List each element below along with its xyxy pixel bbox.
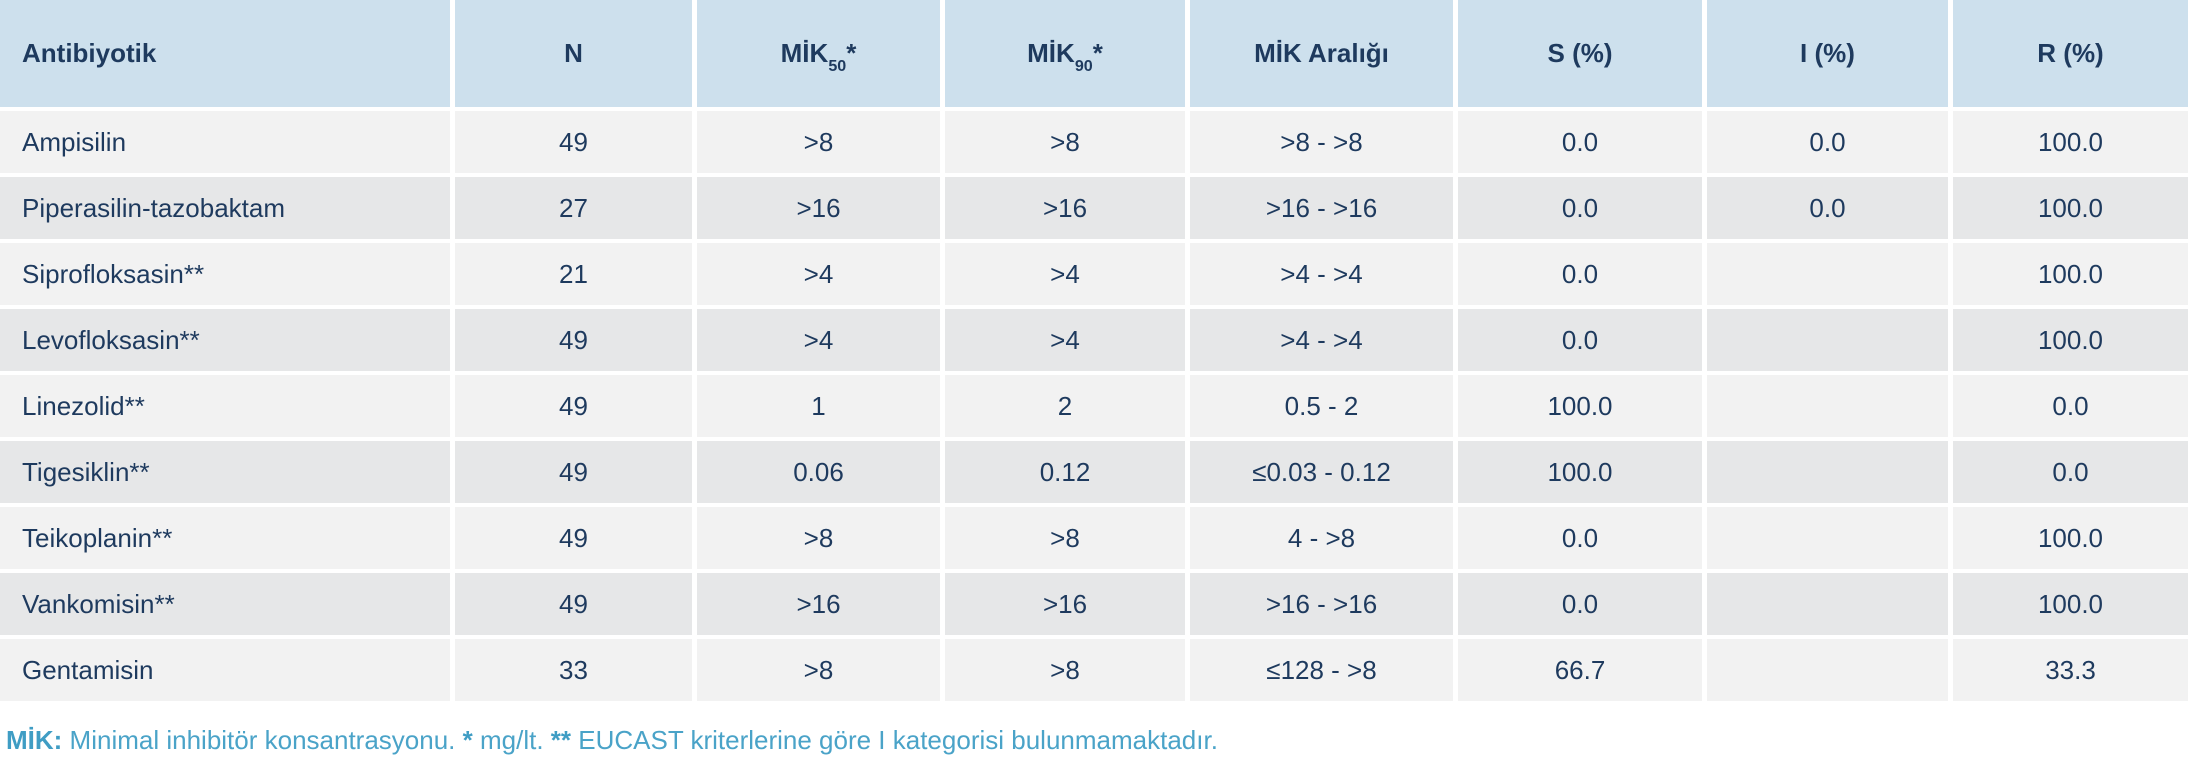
table-cell-mic50: 0.06 — [697, 441, 940, 503]
table-cell-r: 100.0 — [1953, 309, 2188, 371]
table-cell-range: 0.5 - 2 — [1190, 375, 1453, 437]
table-cell-range: >16 - >16 — [1190, 177, 1453, 239]
table-cell-i — [1707, 375, 1948, 437]
column-header-label: I (%) — [1800, 38, 1855, 68]
table-cell-r: 0.0 — [1953, 441, 2188, 503]
table-cell-mic50: >16 — [697, 177, 940, 239]
table-cell-n: 49 — [455, 441, 692, 503]
column-header-label: MİK90* — [1027, 38, 1103, 76]
column-header-mic90: MİK90* — [945, 0, 1185, 107]
table-cell-r: 100.0 — [1953, 243, 2188, 305]
table-cell-mic90: >16 — [945, 177, 1185, 239]
footnote-text: mg/lt. — [472, 725, 551, 755]
footnote-text: Minimal inhibitör konsantrasyonu. — [62, 725, 463, 755]
column-header-r-percent: R (%) — [1953, 0, 2188, 107]
column-header-label: Antibiyotik — [22, 38, 157, 68]
antibiotic-name-cell: Vankomisin** — [0, 573, 450, 635]
table-cell-range: ≤128 - >8 — [1190, 639, 1453, 701]
table-cell-range: 4 - >8 — [1190, 507, 1453, 569]
table-cell-mic90: >4 — [945, 243, 1185, 305]
column-header-antibiyotik: Antibiyotik — [0, 0, 450, 107]
table-cell-n: 49 — [455, 309, 692, 371]
table-cell-i — [1707, 639, 1948, 701]
table-cell-s: 0.0 — [1458, 309, 1702, 371]
table-cell-s: 100.0 — [1458, 375, 1702, 437]
column-header-label: MİK Aralığı — [1254, 38, 1389, 68]
column-header-label: MİK50* — [780, 38, 857, 76]
table-cell-mic50: 1 — [697, 375, 940, 437]
table-cell-mic90: >4 — [945, 309, 1185, 371]
antibiotic-name-cell: Linezolid** — [0, 375, 450, 437]
table-cell-s: 100.0 — [1458, 441, 1702, 503]
footnote-mic-abbreviation: MİK: — [6, 725, 63, 755]
table-cell-i: 0.0 — [1707, 177, 1948, 239]
table-cell-range: >4 - >4 — [1190, 309, 1453, 371]
table-cell-n: 49 — [455, 573, 692, 635]
table-cell-mic50: >16 — [697, 573, 940, 635]
table-cell-mic50: >8 — [697, 111, 940, 173]
table-cell-n: 49 — [455, 507, 692, 569]
table-cell-s: 0.0 — [1458, 111, 1702, 173]
table-cell-mic90: >16 — [945, 573, 1185, 635]
table-cell-i — [1707, 441, 1948, 503]
table-cell-mic50: >8 — [697, 639, 940, 701]
table-cell-n: 21 — [455, 243, 692, 305]
antibiotic-name-cell: Siprofloksasin** — [0, 243, 450, 305]
table-cell-mic50: >4 — [697, 243, 940, 305]
table-cell-s: 0.0 — [1458, 243, 1702, 305]
footnote-text: EUCAST kriterlerine göre I kategorisi bu… — [571, 725, 1218, 755]
column-header-i-percent: I (%) — [1707, 0, 1948, 107]
table-cell-s: 0.0 — [1458, 507, 1702, 569]
table-cell-s: 66.7 — [1458, 639, 1702, 701]
column-header-mic-range: MİK Aralığı — [1190, 0, 1453, 107]
antibiotic-name-cell: Gentamisin — [0, 639, 450, 701]
table-cell-range: >16 - >16 — [1190, 573, 1453, 635]
table-cell-mic90: 2 — [945, 375, 1185, 437]
table-cell-mic90: >8 — [945, 507, 1185, 569]
table-cell-i: 0.0 — [1707, 111, 1948, 173]
susceptibility-table: Antibiyotik N MİK50* MİK90* MİK Aralığı … — [0, 0, 2188, 701]
table-cell-mic90: 0.12 — [945, 441, 1185, 503]
table-cell-n: 49 — [455, 111, 692, 173]
table-cell-r: 100.0 — [1953, 507, 2188, 569]
table-cell-range: ≤0.03 - 0.12 — [1190, 441, 1453, 503]
table-cell-r: 100.0 — [1953, 177, 2188, 239]
table-cell-r: 100.0 — [1953, 573, 2188, 635]
antibiotic-name-cell: Piperasilin-tazobaktam — [0, 177, 450, 239]
table-cell-range: >4 - >4 — [1190, 243, 1453, 305]
antibiotic-name-cell: Levofloksasin** — [0, 309, 450, 371]
antibiotic-name-cell: Teikoplanin** — [0, 507, 450, 569]
table-cell-s: 0.0 — [1458, 573, 1702, 635]
table-cell-mic90: >8 — [945, 639, 1185, 701]
table-cell-n: 27 — [455, 177, 692, 239]
table-cell-mic50: >8 — [697, 507, 940, 569]
footnote-asterisk: * — [462, 725, 473, 755]
table-cell-r: 0.0 — [1953, 375, 2188, 437]
footnote: MİK: Minimal inhibitör konsantrasyonu. *… — [0, 725, 2191, 756]
table-cell-r: 100.0 — [1953, 111, 2188, 173]
column-header-s-percent: S (%) — [1458, 0, 1702, 107]
table-cell-s: 0.0 — [1458, 177, 1702, 239]
column-header-label: N — [564, 38, 583, 68]
antibiotic-name-cell: Ampisilin — [0, 111, 450, 173]
table-cell-i — [1707, 573, 1948, 635]
table-cell-r: 33.3 — [1953, 639, 2188, 701]
table-cell-mic90: >8 — [945, 111, 1185, 173]
antibiotic-name-cell: Tigesiklin** — [0, 441, 450, 503]
table-cell-i — [1707, 243, 1948, 305]
footnote-double-asterisk: ** — [550, 725, 572, 755]
column-header-label: S (%) — [1547, 38, 1613, 68]
table-cell-range: >8 - >8 — [1190, 111, 1453, 173]
table-cell-n: 33 — [455, 639, 692, 701]
table-cell-n: 49 — [455, 375, 692, 437]
table-cell-mic50: >4 — [697, 309, 940, 371]
column-header-n: N — [455, 0, 692, 107]
column-header-mic50: MİK50* — [697, 0, 940, 107]
table-cell-i — [1707, 309, 1948, 371]
table-cell-i — [1707, 507, 1948, 569]
column-header-label: R (%) — [2037, 38, 2104, 68]
